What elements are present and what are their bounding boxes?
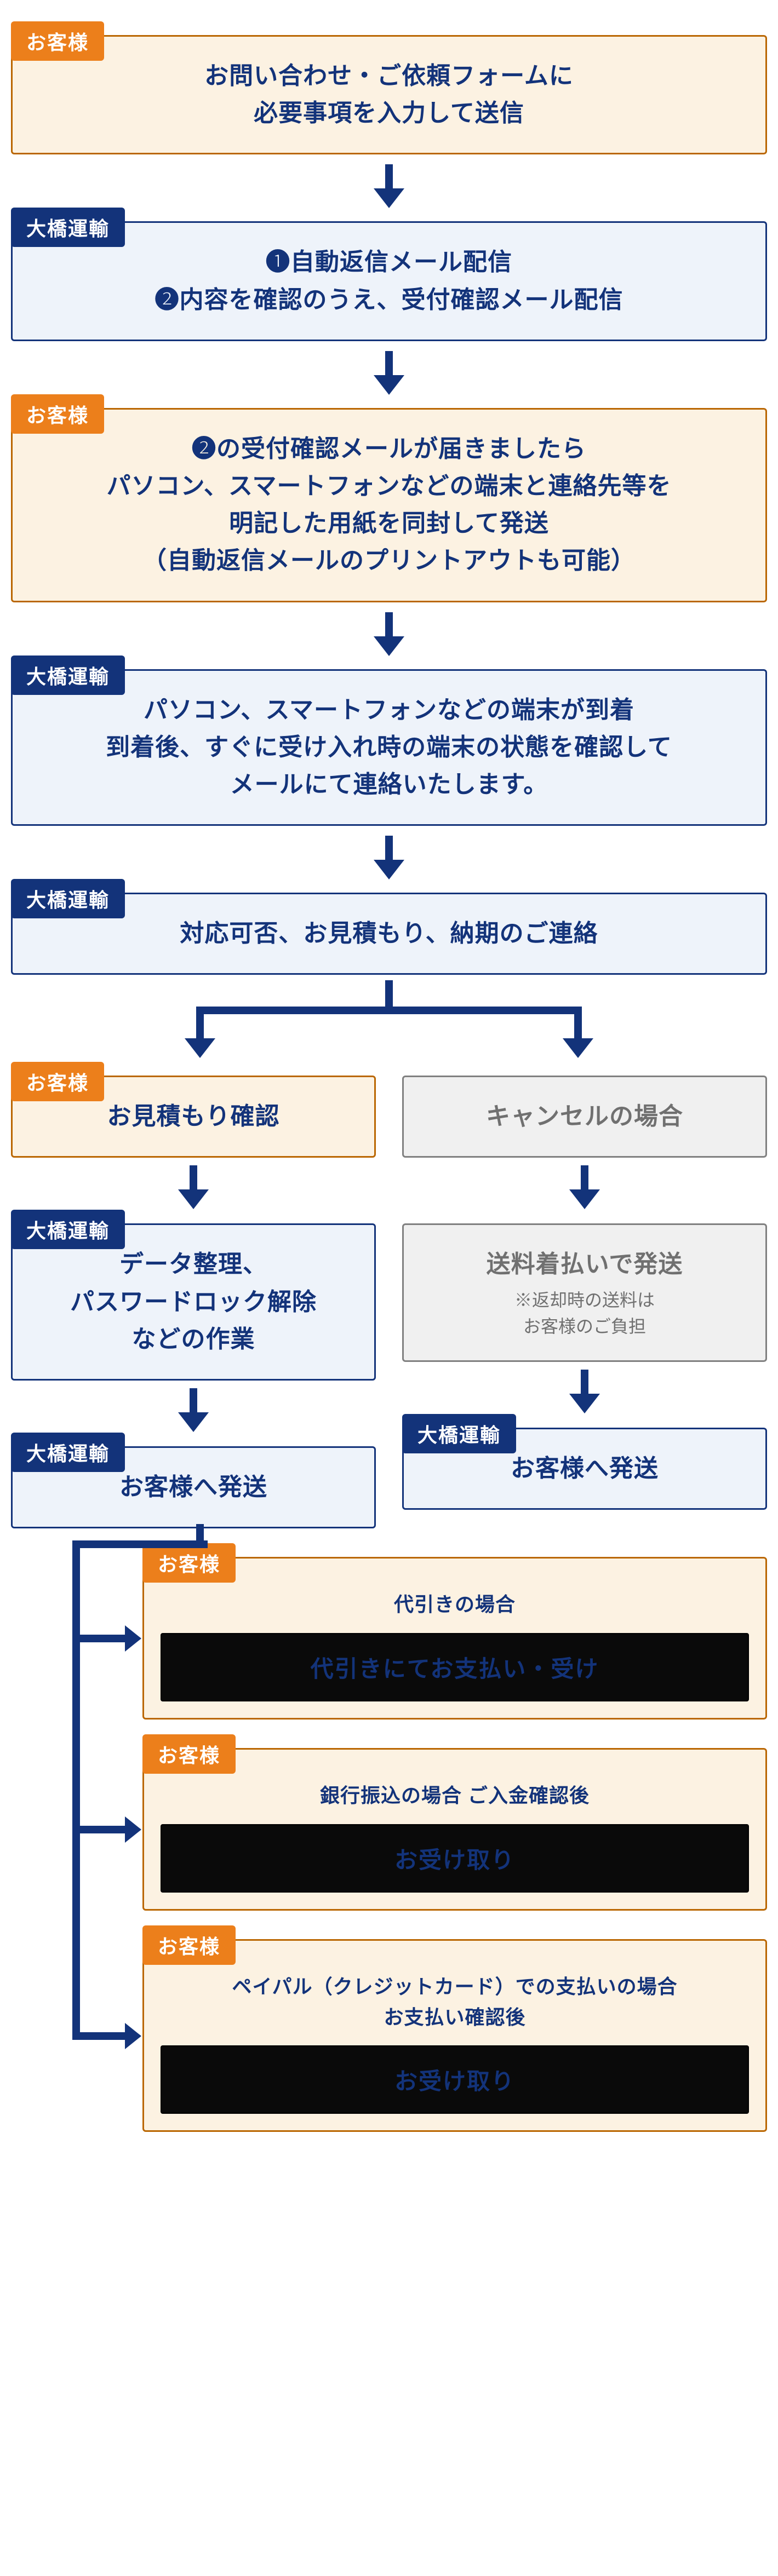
left-1-confirm-quote: お客様 お見積もり確認 (11, 1076, 376, 1158)
tag-company: 大橋運輸 (402, 1414, 516, 1453)
payment-cod-head: 代引きの場合 (161, 1589, 749, 1620)
payment-paypal: お客様 ペイパル（クレジットカード）での支払いの場合 お支払い確認後 お受け取り (142, 1939, 767, 2132)
payment-paypal-head: ペイパル（クレジットカード）での支払いの場合 お支払い確認後 (161, 1971, 749, 2033)
step-2-text: ❶自動返信メール配信 ❷内容を確認のうえ、受付確認メール配信 (29, 244, 749, 318)
step-4-text: パソコン、スマートフォンなどの端末が到着 到着後、すぐに受け入れ時の端末の状態を… (29, 692, 749, 804)
tag-company: 大橋運輸 (11, 656, 125, 695)
step-1-customer-inquiry: お客様 お問い合わせ・ご依頼フォームに 必要事項を入力して送信 (11, 35, 767, 154)
step-3-send-device: お客様 ❷の受付確認メールが届きましたら パソコン、スマートフォンなどの端末と連… (11, 408, 767, 602)
arrow-2 (11, 351, 767, 395)
left-2-text: データ整理、 パスワードロック解除 などの作業 (24, 1246, 363, 1358)
tag-customer: お客様 (11, 1062, 104, 1101)
tag-company: 大橋運輸 (11, 1433, 125, 1472)
right-3-text: お客様へ発送 (420, 1450, 749, 1487)
tag-company: 大橋運輸 (11, 879, 125, 918)
flowchart: お客様 お問い合わせ・ご依頼フォームに 必要事項を入力して送信 大橋運輸 ❶自動… (11, 35, 767, 2154)
payment-bank: お客様 銀行振込の場合 ご入金確認後 お受け取り (142, 1748, 767, 1911)
split-connector (11, 980, 767, 1062)
arrow-right-b (402, 1370, 767, 1413)
split-columns: お客様 お見積もり確認 大橋運輸 データ整理、 パスワードロック解除 などの作業… (11, 1062, 767, 1528)
payment-branches: お客様 代引きの場合 代引きにてお支払い・受け お客様 銀行振込の場合 ご入金確… (11, 1557, 767, 2154)
tag-customer: お客様 (142, 1734, 236, 1774)
payment-paypal-body: お受け取り (161, 2045, 749, 2114)
tag-customer: お客様 (142, 1543, 236, 1583)
payment-bank-body: お受け取り (161, 1824, 749, 1893)
tag-customer: お客様 (11, 394, 104, 434)
right-2-cod-ship: 送料着払いで発送 ※返却時の送料は お客様のご負担 (402, 1223, 767, 1361)
tag-customer: お客様 (142, 1925, 236, 1965)
arrow-4 (11, 836, 767, 879)
right-1-cancel: キャンセルの場合 (402, 1076, 767, 1158)
payment-cod: お客様 代引きの場合 代引きにてお支払い・受け (142, 1557, 767, 1720)
right-branch: キャンセルの場合 送料着払いで発送 ※返却時の送料は お客様のご負担 大橋運輸 … (402, 1062, 767, 1528)
left-3-text: お客様へ発送 (29, 1469, 358, 1506)
tag-company: 大橋運輸 (11, 208, 125, 247)
tag-company: 大橋運輸 (11, 1210, 125, 1249)
arrow-left-b (11, 1388, 376, 1432)
right-2-sub: ※返却時の送料は お客様のご負担 (415, 1287, 754, 1339)
payment-bank-head: 銀行振込の場合 ご入金確認後 (161, 1780, 749, 1811)
arrow-1 (11, 164, 767, 208)
tag-customer: お客様 (11, 21, 104, 61)
left-2-data-work: 大橋運輸 データ整理、 パスワードロック解除 などの作業 (11, 1223, 376, 1381)
left-1-text: お見積もり確認 (29, 1098, 358, 1135)
step-5-text: 対応可否、お見積もり、納期のご連絡 (29, 915, 749, 952)
arrow-left-a (11, 1165, 376, 1209)
step-2-auto-reply: 大橋運輸 ❶自動返信メール配信 ❷内容を確認のうえ、受付確認メール配信 (11, 221, 767, 341)
payment-cod-body: 代引きにてお支払い・受け (161, 1633, 749, 1701)
left-branch: お客様 お見積もり確認 大橋運輸 データ整理、 パスワードロック解除 などの作業… (11, 1062, 376, 1528)
right-1-text: キャンセルの場合 (420, 1098, 749, 1135)
step-4-device-arrived: 大橋運輸 パソコン、スマートフォンなどの端末が到着 到着後、すぐに受け入れ時の端… (11, 669, 767, 826)
step-3-text: ❷の受付確認メールが届きましたら パソコン、スマートフォンなどの端末と連絡先等を… (29, 430, 749, 580)
step-1-text: お問い合わせ・ご依頼フォームに 必要事項を入力して送信 (29, 58, 749, 132)
step-5-quote: 大橋運輸 対応可否、お見積もり、納期のご連絡 (11, 893, 767, 975)
arrow-right-a (402, 1165, 767, 1209)
right-3-ship-to-customer: 大橋運輸 お客様へ発送 (402, 1428, 767, 1510)
arrow-3 (11, 612, 767, 656)
left-3-ship-to-customer: 大橋運輸 お客様へ発送 (11, 1446, 376, 1528)
right-2-title: 送料着払いで発送 (415, 1246, 754, 1283)
